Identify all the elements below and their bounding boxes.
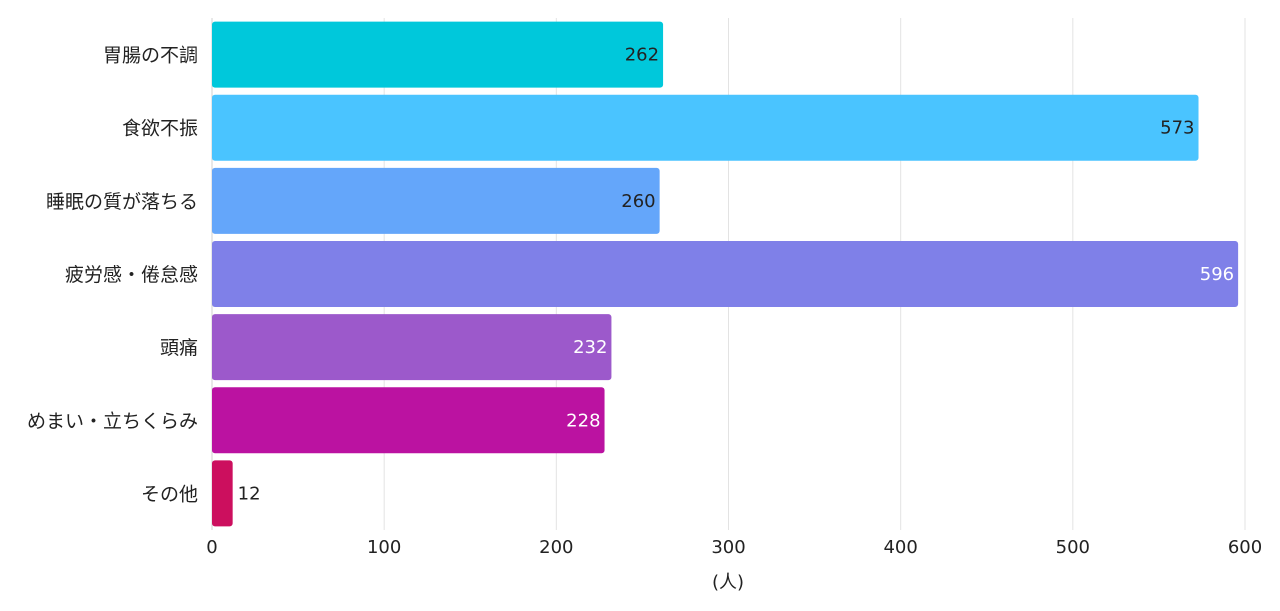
value-label-6: 228 xyxy=(566,410,600,431)
value-labels: 262 573 260 596 232 228 12 xyxy=(238,45,1234,505)
value-label-1: 262 xyxy=(625,45,659,66)
value-label-2: 573 xyxy=(1160,118,1194,139)
x-tick-label-400: 400 xyxy=(883,537,917,558)
category-label-7: その他 xyxy=(141,483,198,505)
bar-4 xyxy=(212,241,1239,307)
x-tick-label-500: 500 xyxy=(1056,537,1090,558)
x-tick-label-100: 100 xyxy=(367,537,401,558)
x-tick-label-300: 300 xyxy=(711,537,745,558)
category-label-1: 胃腸の不調 xyxy=(103,45,198,67)
value-label-3: 260 xyxy=(621,191,655,212)
x-axis-title: (人) xyxy=(712,572,744,593)
bar-7 xyxy=(212,460,233,527)
bar-3 xyxy=(212,167,660,234)
x-tick-labels: 0 100 200 300 400 500 600 xyxy=(206,537,1262,558)
category-label-2: 食欲不振 xyxy=(122,118,198,140)
value-label-4: 596 xyxy=(1200,264,1234,285)
category-label-4: 疲労感・倦怠感 xyxy=(65,264,198,286)
bar-5 xyxy=(212,314,612,381)
x-tick-label-0: 0 xyxy=(206,537,217,558)
bar-6 xyxy=(212,387,605,454)
x-tick-label-200: 200 xyxy=(539,537,573,558)
value-label-5: 232 xyxy=(573,337,607,358)
bar-1 xyxy=(212,21,664,88)
category-label-3: 睡眠の質が落ちる xyxy=(46,191,198,213)
bars xyxy=(212,21,1239,527)
bar-2 xyxy=(212,94,1199,161)
value-label-7: 12 xyxy=(238,483,261,504)
category-label-6: めまい・立ちくらみ xyxy=(27,410,198,432)
category-label-5: 頭痛 xyxy=(160,337,198,359)
x-tick-label-600: 600 xyxy=(1228,537,1262,558)
